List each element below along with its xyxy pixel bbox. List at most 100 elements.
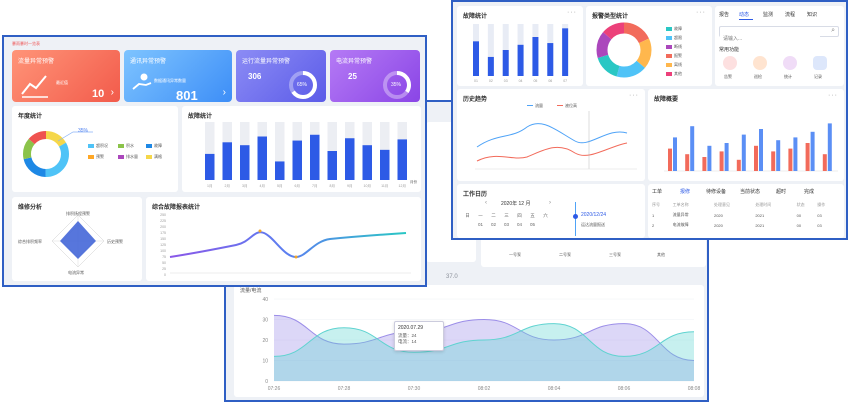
panel-title: 故障概要 (654, 97, 679, 103)
ring-pct: 65% (297, 82, 308, 88)
search-field[interactable]: ⌕ (719, 26, 839, 44)
legend-item: 报警 (666, 53, 682, 59)
bar (547, 43, 554, 76)
legend-item: 离线 (666, 62, 682, 68)
top-label: 暴雨暴时一览表 (12, 41, 40, 46)
bar (222, 142, 232, 180)
table-row[interactable]: 1 流量异常 2020 2021 00 03 (652, 212, 822, 218)
quick-item-record[interactable] (813, 56, 827, 70)
current-alert-card[interactable]: 电流异常预警 25 35% (330, 50, 420, 102)
quick-label: 统计 (784, 74, 792, 79)
panel-title: 历史趋势 (463, 97, 488, 103)
bar (673, 137, 677, 171)
search-input[interactable] (720, 34, 820, 44)
table-tab[interactable]: 当前状态 (740, 189, 761, 195)
legend-item: 满格 (146, 154, 162, 160)
history-trend-panel: 历史趋势 ··· 流量 液位高 (457, 89, 645, 181)
alarm-type-panel: 报警类型统计 ··· 故障 超限 断线 报警 离线 其他 (586, 6, 712, 86)
x-tick-label: 10月 (364, 183, 371, 188)
flow-chart-legend: 流量/电流 (240, 288, 262, 294)
col-header: 序号 (652, 202, 660, 207)
work-order-panel: 工单 报修 待修设备 当前状态 超时 完成 序号 工单名称 处理意见 处理时间 … (648, 184, 844, 238)
series-area (274, 323, 694, 381)
radar-label-bottom: 电流异常 (68, 270, 84, 275)
pump-label-4: 其他 (657, 252, 665, 257)
y-tick-label: 25 (162, 267, 166, 271)
col-header: 工单名称 (672, 202, 689, 207)
radar-chart (51, 214, 105, 268)
alarm-donut (596, 22, 652, 78)
nav-panel: 报告 动态 监测 流程 知识 ⌕ 常用功能 告警 巡检 统计 记录 (715, 6, 844, 86)
bar (562, 28, 569, 76)
y-tick-label: 50 (162, 261, 166, 265)
y-tick-label: 200 (160, 225, 166, 229)
bar (292, 140, 302, 180)
bar (822, 154, 827, 171)
table-tab[interactable]: 超时 (776, 189, 787, 195)
search-icon[interactable]: ⌕ (831, 27, 835, 34)
hand-coin-icon (132, 73, 152, 90)
legend-level: 液位高 (557, 103, 577, 109)
tab-process[interactable]: 流程 (785, 12, 796, 18)
value-label: 37.0 (446, 274, 458, 280)
col-header: 操作 (817, 202, 826, 207)
table-row[interactable]: 2 电流故障 2020 2021 00 03 (652, 222, 822, 228)
legend-item: 超积况 (88, 143, 108, 149)
year-pct: 35% (78, 128, 89, 134)
quick-item-stats[interactable] (783, 56, 797, 70)
x-tick-label: 08:08 (688, 386, 701, 392)
more-icon[interactable]: ··· (629, 92, 639, 99)
bar (754, 145, 758, 171)
bar-bg (487, 24, 494, 76)
bar (759, 129, 763, 171)
bar (532, 37, 539, 76)
x-tick-label: 5月 (277, 183, 282, 188)
year-stats-panel: 年度统计 35% 超积况 积水 故障 预警 排水量 满格 (12, 106, 178, 192)
quick-item-patrol[interactable] (753, 56, 767, 70)
bar (327, 151, 337, 180)
prev-month-icon[interactable]: ‹ (485, 200, 487, 206)
bar (702, 157, 707, 171)
tab-knowledge[interactable]: 知识 (807, 12, 818, 18)
year-donut (23, 131, 93, 177)
work-order-table: 序号 工单名称 处理意见 处理时间 状态 操作 1 流量异常 2020 2021… (652, 200, 838, 230)
x-tick-label: 07:26 (268, 386, 281, 392)
x-tick-label: 04 (519, 79, 523, 83)
col-header: 状态 (796, 202, 805, 207)
x-tick-label: 4月 (260, 183, 265, 188)
flow-alert-card[interactable]: 流量异常预警 最近值 10 › (12, 50, 120, 102)
card-sub: 最近值 (56, 80, 68, 85)
bar (380, 149, 390, 180)
card-value: 801 (176, 88, 198, 102)
tab-monitor[interactable]: 监测 (763, 12, 774, 18)
tab-report[interactable]: 报告 (719, 12, 730, 18)
card-title: 通讯异常预警 (130, 59, 167, 65)
card-title: 电流异常预警 (336, 59, 373, 65)
card-sub: 数据通讯异常数量 (154, 78, 186, 83)
fault-bar-chart-small: 01 02 03 04 05 06 07 (473, 24, 569, 83)
bar-bg (275, 122, 285, 180)
bar (397, 139, 407, 180)
more-icon[interactable]: ··· (567, 9, 577, 16)
more-icon[interactable]: ··· (828, 92, 838, 99)
y-tick-label: 225 (160, 219, 166, 223)
right-fault-panel: 故障统计 ··· 01 02 03 04 05 06 07 (457, 6, 583, 86)
table-tab[interactable]: 工单 (652, 189, 663, 195)
tab-dynamic[interactable]: 动态 (739, 12, 750, 18)
quick-item-alert[interactable] (723, 56, 737, 70)
bar (310, 134, 320, 180)
next-month-icon[interactable]: › (549, 200, 551, 206)
x-tick-label: 07:28 (338, 386, 351, 392)
more-icon[interactable]: ··· (696, 9, 706, 16)
comm-alert-card[interactable]: 通讯异常预警 数据通讯异常数量 801 › (124, 50, 232, 102)
runtime-alert-card[interactable]: 运行流量异常预警 306 65% (236, 50, 326, 102)
table-tab[interactable]: 报修 (680, 189, 691, 195)
table-tab[interactable]: 待修设备 (706, 189, 727, 195)
quick-label: 巡检 (754, 74, 762, 79)
table-tab[interactable]: 完成 (804, 189, 815, 195)
bar-bg (205, 122, 215, 180)
x-tick-label: 08:06 (618, 386, 631, 392)
y-tick-label: 125 (160, 243, 166, 247)
radar-label-left: 综合排积频率 (18, 239, 42, 244)
calendar-grid: 日一二三四五六 01 02 03 04 05 (465, 213, 548, 227)
